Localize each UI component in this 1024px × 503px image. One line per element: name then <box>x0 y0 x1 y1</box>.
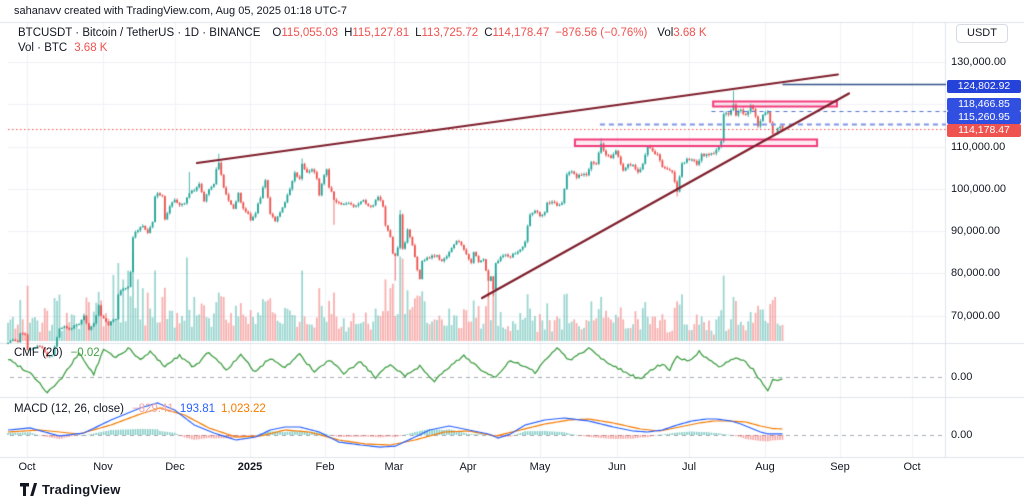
time-axis-label: Aug <box>755 461 775 473</box>
volume-indicator-value: 3.68 K <box>74 42 108 54</box>
macd-line-value: 193.81 <box>179 403 216 415</box>
time-axis-label: May <box>529 461 551 473</box>
attribution-text: sahanavv created with TradingView.com, A… <box>14 5 348 17</box>
time-axis-label: 2025 <box>237 461 263 473</box>
time-axis-label: Oct <box>903 461 921 473</box>
price-line-badge: 115,260.95 <box>947 111 1021 124</box>
time-axis-label: Feb <box>315 461 335 473</box>
price-line-badge: 114,178.47 <box>947 124 1021 137</box>
ohlc-values: O115,055.03 H115,127.81 L113,725.72 C114,17… <box>266 27 549 39</box>
macd-signal-value: 1,023.22 <box>221 403 266 415</box>
time-axis-label: Jun <box>608 461 626 473</box>
price-tick-label: 80,000.00 <box>951 267 1000 280</box>
cmf-title[interactable]: CMF (20) <box>14 347 63 359</box>
time-axis-label: Nov <box>93 461 113 473</box>
symbol-title[interactable]: BTCUSDT · Bitcoin / TetherUS · 1D · BINA… <box>18 27 261 39</box>
time-axis-label: Dec <box>165 461 185 473</box>
indicator-zero-label: 0.00 <box>951 371 973 383</box>
price-tick-label: 110,000.00 <box>951 140 1006 153</box>
price-tick-label: 130,000.00 <box>951 56 1007 68</box>
price-tick-label: 100,000.00 <box>951 182 1007 195</box>
tradingview-logo-icon <box>20 483 37 496</box>
cmf-indicator-legend[interactable]: CMF (20) −0.02 <box>14 347 100 359</box>
symbol-legend[interactable]: BTCUSDT · Bitcoin / TetherUS · 1D · BINA… <box>18 27 707 39</box>
ohlc-label: O <box>272 27 282 39</box>
price-line-badge: 124,802.92 <box>947 79 1021 93</box>
macd-hist-value: −829.41 <box>131 403 174 415</box>
indicator-zero-label: 0.00 <box>951 429 973 441</box>
time-axis-label: Apr <box>459 461 477 473</box>
change-value: −876.56 (−0.76%) <box>555 27 648 39</box>
volume-label: Vol <box>657 27 674 39</box>
time-axis-label: Sep <box>830 461 850 473</box>
time-axis-label: Jul <box>681 461 697 473</box>
volume-indicator-title[interactable]: Vol · BTC <box>18 42 68 54</box>
time-axis-label: Mar <box>384 461 404 473</box>
ohlc-label: L <box>415 27 422 39</box>
currency-button[interactable]: USDT <box>956 24 1008 43</box>
time-axis-label: Oct <box>18 461 36 473</box>
volume-indicator-legend[interactable]: Vol · BTC 3.68 K <box>18 42 107 54</box>
cmf-value: −0.02 <box>70 347 100 359</box>
ohlc-label: C <box>484 27 493 39</box>
ohlc-value: 115,127.81 <box>352 27 410 39</box>
volume-value: 3.68 K <box>673 27 707 39</box>
tradingview-attribution[interactable]: TradingView <box>20 482 121 497</box>
price-line-badge: 118,466.85 <box>947 97 1021 111</box>
tradingview-brand-text: TradingView <box>42 482 121 497</box>
ohlc-value: 113,725.72 <box>421 27 479 39</box>
ohlc-label: H <box>344 27 353 39</box>
ohlc-value: 114,178.47 <box>492 27 550 39</box>
macd-indicator-legend[interactable]: MACD (12, 26, close) −829.41 193.81 1,023.2… <box>14 403 266 415</box>
macd-title[interactable]: MACD (12, 26, close) <box>14 403 124 415</box>
ohlc-value: 115,055.03 <box>281 27 339 39</box>
price-tick-label: 70,000.00 <box>951 309 1000 322</box>
price-tick-label: 90,000.00 <box>951 225 1000 238</box>
